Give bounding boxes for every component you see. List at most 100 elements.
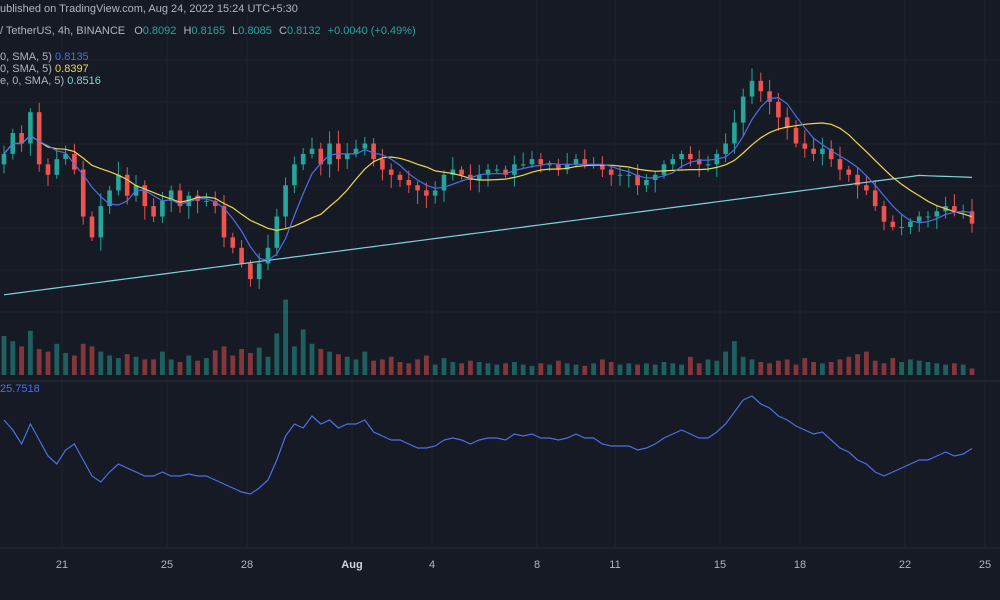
oscillator-legend[interactable]: 25.7518 — [0, 382, 40, 396]
candle-body — [520, 164, 526, 166]
candle-body — [221, 206, 227, 238]
candle-body — [380, 159, 385, 170]
volume-bar — [503, 363, 508, 375]
candle-body — [881, 206, 887, 222]
volume-bar — [485, 363, 491, 375]
candle-body — [19, 133, 24, 144]
volume-bar — [556, 360, 561, 375]
indicator-ma-mid[interactable]: 0, SMA, 5) 0.8397 — [0, 62, 89, 76]
candle-body — [705, 164, 711, 166]
volume-bar — [837, 359, 843, 375]
oscillator-line — [3, 395, 973, 495]
candle-body — [300, 153, 306, 165]
candle-body — [793, 127, 799, 144]
x-axis-label: 21 — [55, 559, 69, 571]
candle-body — [890, 221, 896, 227]
volume-bar — [432, 364, 438, 375]
volume-bar — [327, 351, 332, 375]
candle-body — [784, 117, 790, 128]
volume-bar — [133, 356, 139, 375]
candle-body — [547, 164, 552, 166]
ma-slow-line — [3, 174, 973, 296]
candle-body — [749, 80, 755, 97]
grid-lines — [0, 0, 1000, 548]
volume-bar — [520, 364, 526, 375]
candle-body — [617, 174, 623, 176]
volume-bar — [652, 364, 658, 375]
candle-body — [450, 169, 456, 175]
volume-bar — [908, 359, 913, 375]
volume-bar — [538, 363, 544, 375]
x-axis-label: 11 — [609, 559, 621, 571]
volume-bar — [292, 346, 297, 375]
candle-body — [846, 169, 852, 175]
published-text: ublished on TradingView.com, Aug 24, 202… — [0, 3, 298, 15]
volume-bar — [151, 359, 156, 375]
volume-bar — [124, 354, 130, 375]
ohlc-c-value: 0.8132 — [286, 25, 321, 37]
candle-body — [336, 143, 341, 160]
candle-body — [63, 153, 68, 160]
volume-bar — [626, 363, 632, 375]
volume-bar — [820, 363, 825, 375]
candle-body — [740, 96, 746, 123]
candle-body — [362, 143, 368, 149]
candle-body — [160, 200, 165, 217]
candle-body — [54, 159, 60, 175]
ohlc-o-value: 0.8092 — [142, 25, 177, 37]
candle-body — [415, 185, 420, 191]
candle-body — [855, 174, 860, 186]
candle-body — [679, 153, 684, 160]
candle-body — [72, 153, 77, 170]
candle-body — [608, 169, 614, 175]
candle-body — [1, 153, 7, 165]
candle-body — [204, 200, 209, 202]
candle-body — [248, 263, 253, 280]
candle-body — [89, 216, 95, 238]
candle-body — [723, 143, 728, 154]
volume-bar — [142, 359, 148, 375]
volume-bar — [899, 362, 904, 375]
candle-body — [820, 148, 825, 154]
volume-bar — [846, 356, 852, 375]
volume-bar — [353, 359, 359, 375]
indicator-value: 0.8397 — [55, 63, 89, 75]
volume-bar — [116, 358, 121, 375]
candle-body — [212, 200, 218, 207]
candle-body — [828, 148, 834, 160]
volume-bar — [265, 356, 271, 375]
indicator-ma-fast[interactable]: 0, SMA, 5) 0.8135 — [0, 50, 89, 64]
indicator-ma-slow[interactable]: e, 0, SMA, 5) 0.8516 — [0, 74, 101, 88]
candle-body — [635, 174, 640, 186]
volume-bar — [696, 363, 702, 375]
ma-fast-line — [3, 96, 973, 261]
candle-body — [371, 143, 376, 160]
volume-bar — [714, 360, 720, 375]
volume-bar — [54, 343, 60, 375]
candle-body — [661, 164, 667, 175]
volume-bar — [309, 343, 315, 375]
volume-bar — [529, 365, 535, 375]
volume-bar — [318, 349, 324, 375]
volume-bar — [186, 355, 192, 375]
candle-body — [327, 143, 332, 165]
candle-body — [802, 143, 808, 149]
indicator-label: 0, SMA, 5) — [0, 51, 52, 63]
ohlc-l-label: L — [232, 25, 239, 37]
ma-mid-line — [3, 122, 973, 232]
volume-bar — [934, 363, 940, 375]
candle-body — [45, 164, 51, 175]
candle-body — [767, 91, 772, 102]
candle-body — [344, 153, 350, 160]
candle-body — [265, 247, 271, 264]
ohlc-l-value: 0.8085 — [238, 25, 272, 37]
candle-body — [283, 185, 288, 217]
volume-bar — [424, 355, 429, 375]
volume-bar — [591, 363, 596, 375]
volume-bar — [661, 362, 667, 375]
candle-body — [916, 216, 922, 222]
volume-bar — [204, 358, 209, 375]
candle-body — [538, 159, 544, 165]
candle-body — [503, 169, 508, 175]
